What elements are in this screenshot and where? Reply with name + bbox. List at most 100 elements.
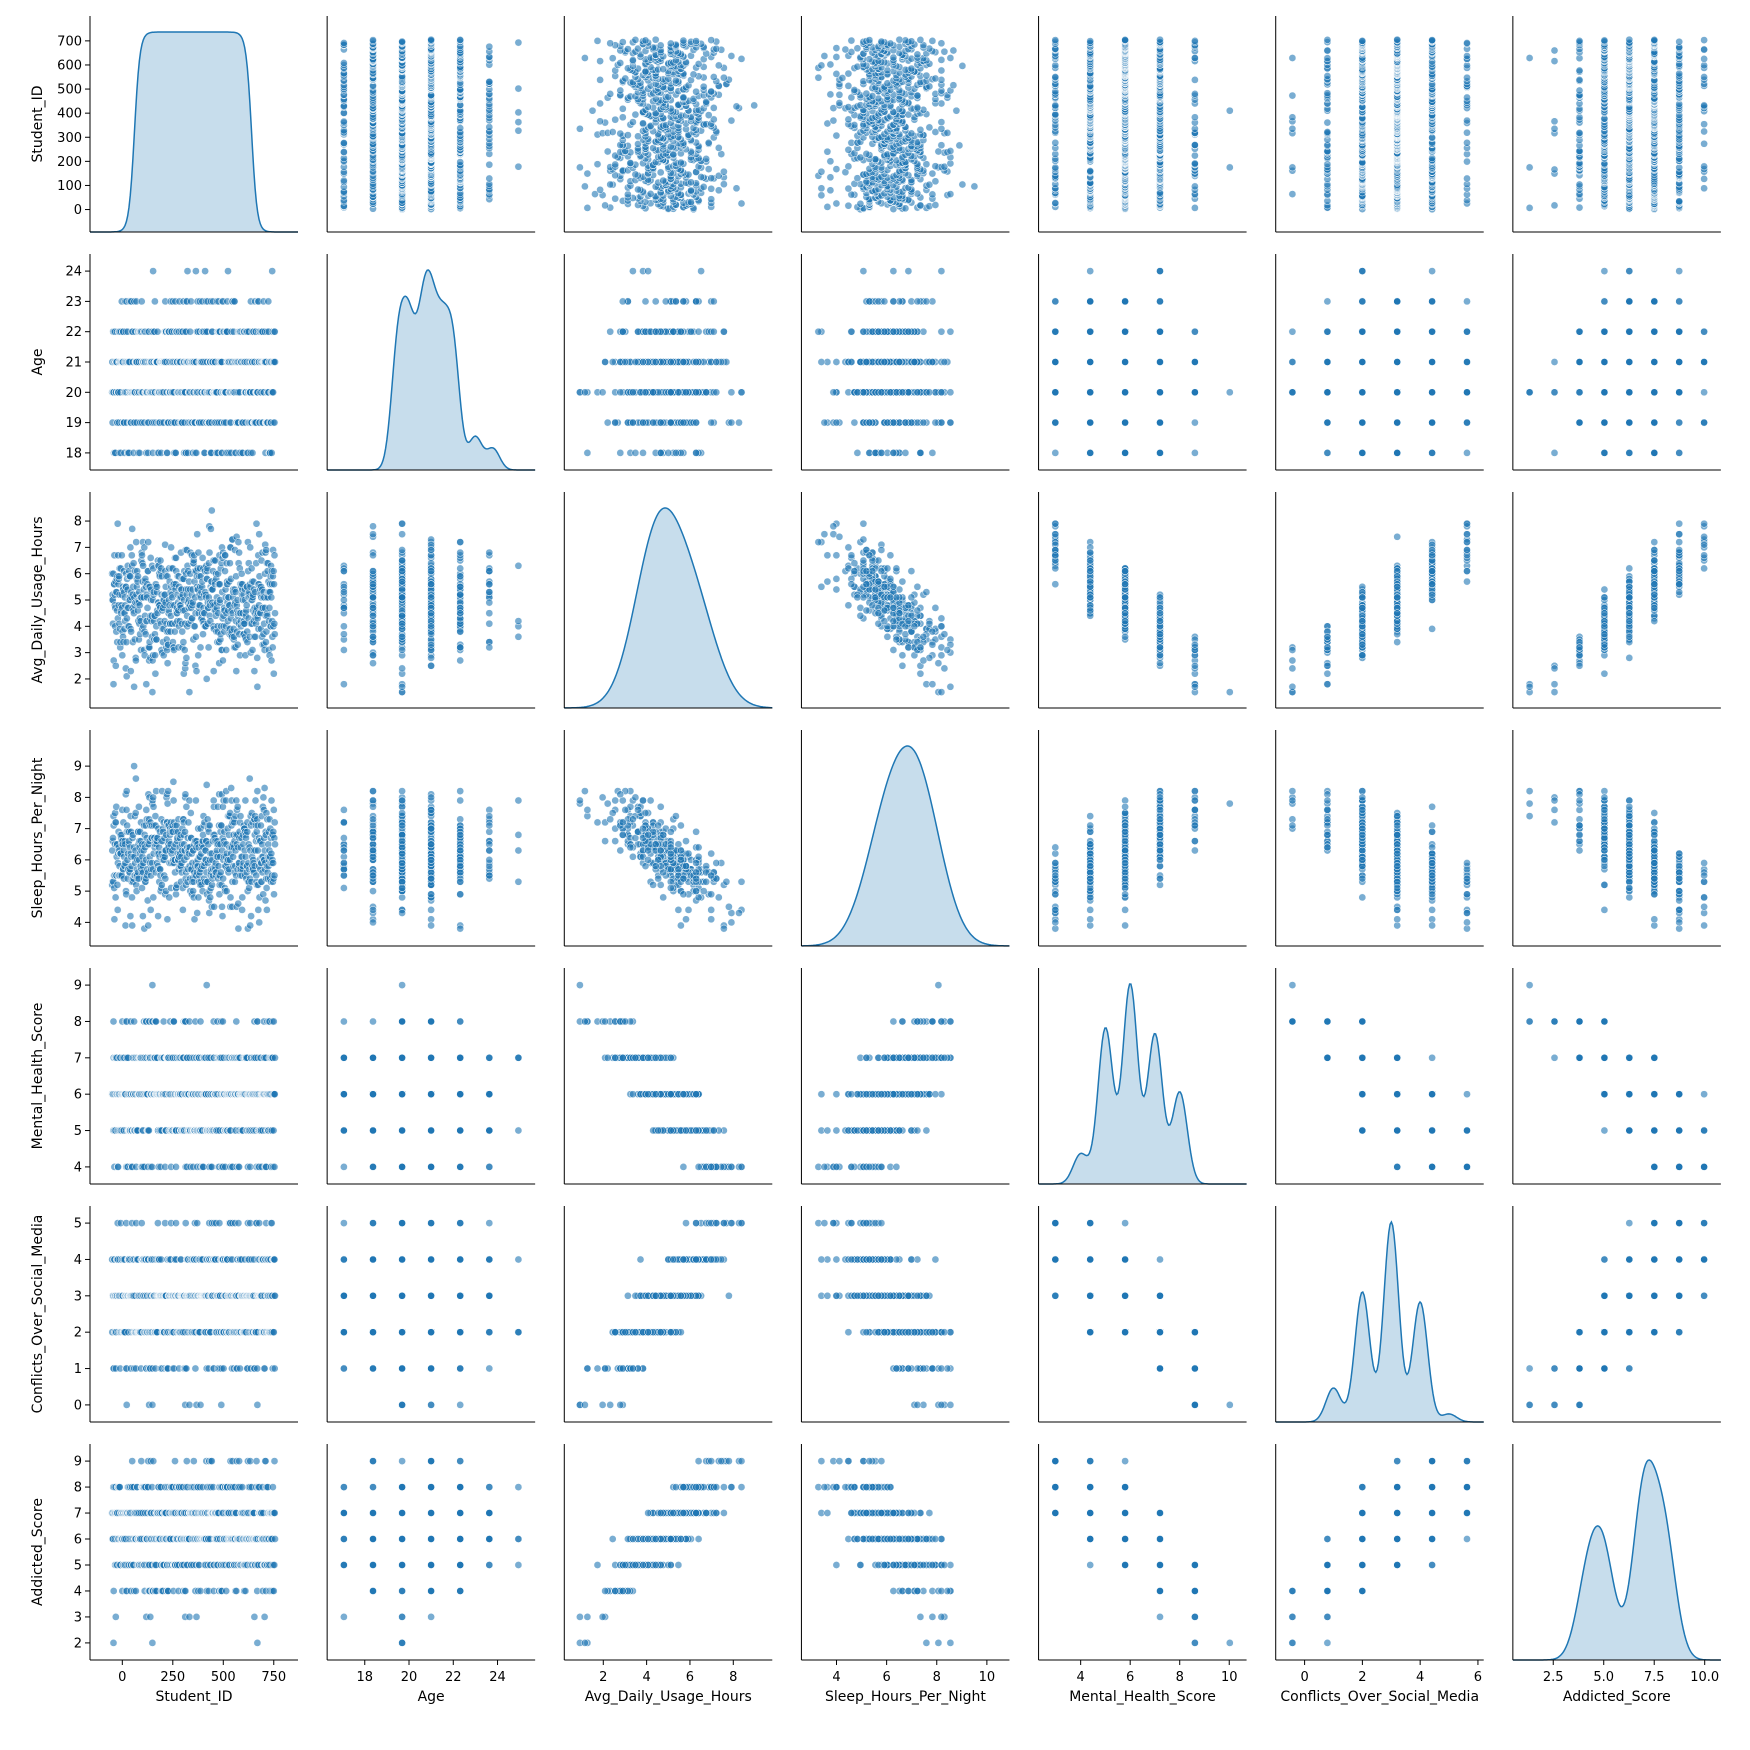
scatter-point xyxy=(514,162,523,171)
y-tick-label: 18 xyxy=(65,446,82,461)
scatter-point xyxy=(601,201,609,210)
scatter-point xyxy=(916,125,925,134)
scatter-point xyxy=(970,182,979,191)
scatter-point xyxy=(1550,46,1559,55)
scatter-point xyxy=(928,37,937,45)
scatter-point xyxy=(631,170,640,179)
scatter-point xyxy=(340,148,348,156)
scatter-point xyxy=(1550,201,1559,210)
scatter-point xyxy=(826,90,835,99)
scatter-point xyxy=(727,52,736,60)
scatter-point xyxy=(937,56,946,64)
scatter-point xyxy=(931,74,940,83)
panel-Student_ID-vs-Sleep_Hours_Per_Night xyxy=(800,16,1010,233)
scatter-point xyxy=(624,131,632,139)
scatter-point xyxy=(151,297,159,306)
scatter-point xyxy=(1550,57,1559,65)
scatter-point xyxy=(835,99,844,107)
scatter-point xyxy=(624,45,632,53)
panel-grid: 0100200300400500600700181920212223242345… xyxy=(57,16,1721,1685)
y-tick-label: 21 xyxy=(65,356,82,371)
scatter-point xyxy=(677,158,685,167)
scatter-point xyxy=(844,82,853,90)
scatter-point xyxy=(1575,76,1584,84)
scatter-point xyxy=(829,116,838,125)
scatter-point xyxy=(1550,165,1559,174)
panel-Age-vs-Avg_Daily_Usage_Hours xyxy=(563,254,773,471)
scatter-point xyxy=(1575,113,1584,122)
scatter-point xyxy=(853,44,862,53)
scatter-point xyxy=(666,39,675,48)
scatter-point xyxy=(844,201,853,210)
y-tick-label: 500 xyxy=(57,83,82,98)
scatter-point xyxy=(608,54,617,63)
panel-Student_ID-vs-Conflicts_Over_Social_Media xyxy=(1275,16,1484,233)
scatter-point xyxy=(340,176,348,185)
scatter-point xyxy=(1463,174,1471,183)
scatter-point xyxy=(1600,36,1609,45)
scatter-point xyxy=(1191,113,1199,122)
scatter-point xyxy=(1463,93,1471,102)
scatter-point xyxy=(485,123,494,131)
scatter-point xyxy=(727,116,736,125)
scatter-point xyxy=(1700,162,1708,171)
scatter-point xyxy=(183,267,192,275)
scatter-point xyxy=(611,160,620,169)
scatter-point xyxy=(268,267,277,275)
y-tick-label: 24 xyxy=(65,265,82,280)
scatter-point xyxy=(1051,101,1060,110)
scatter-point xyxy=(485,77,494,86)
scatter-point xyxy=(611,194,620,203)
scatter-point xyxy=(1525,163,1534,172)
scatter-point xyxy=(1625,35,1634,44)
scatter-point xyxy=(596,185,604,194)
scatter-point xyxy=(844,184,853,193)
panel-Student_ID-vs-Age xyxy=(326,16,536,233)
scatter-point xyxy=(826,60,835,69)
scatter-point xyxy=(916,36,925,44)
scatter-point xyxy=(720,180,728,189)
scatter-point xyxy=(1191,204,1199,212)
scatter-point xyxy=(1191,182,1199,191)
scatter-point xyxy=(1575,37,1584,45)
scatter-point xyxy=(201,267,209,275)
scatter-point xyxy=(844,162,853,171)
scatter-point xyxy=(707,174,716,183)
scatter-point xyxy=(1086,167,1095,175)
scatter-point xyxy=(224,267,232,275)
scatter-point xyxy=(1463,39,1471,47)
scatter-point xyxy=(340,59,348,67)
scatter-point xyxy=(1051,163,1060,172)
scatter-point xyxy=(270,418,279,427)
scatter-point xyxy=(641,36,650,45)
scatter-point xyxy=(646,190,655,198)
scatter-point xyxy=(1086,37,1095,45)
kde-line-Student_ID xyxy=(90,31,298,233)
scatter-point xyxy=(704,111,713,119)
scatter-point xyxy=(576,163,584,172)
scatter-point xyxy=(398,37,406,46)
scatter-point xyxy=(1323,72,1332,80)
y-tick-label: 200 xyxy=(57,155,82,170)
y-tick-label: 100 xyxy=(57,179,82,194)
scatter-point xyxy=(611,115,620,124)
scatter-point xyxy=(1463,128,1471,137)
scatter-point xyxy=(1191,90,1199,98)
scatter-point xyxy=(689,70,698,79)
scatter-point xyxy=(937,124,946,133)
scatter-point xyxy=(1700,120,1708,129)
scatter-point xyxy=(1393,35,1402,44)
scatter-point xyxy=(1288,124,1297,133)
scatter-point xyxy=(153,327,162,336)
scatter-point xyxy=(1525,54,1534,62)
scatter-point xyxy=(593,160,602,169)
scatter-point xyxy=(187,297,195,306)
scatter-point xyxy=(856,199,865,208)
scatter-point xyxy=(606,39,615,48)
scatter-point xyxy=(928,169,937,178)
scatter-point xyxy=(937,141,946,150)
scatter-point xyxy=(940,47,949,56)
scatter-point xyxy=(369,36,377,44)
